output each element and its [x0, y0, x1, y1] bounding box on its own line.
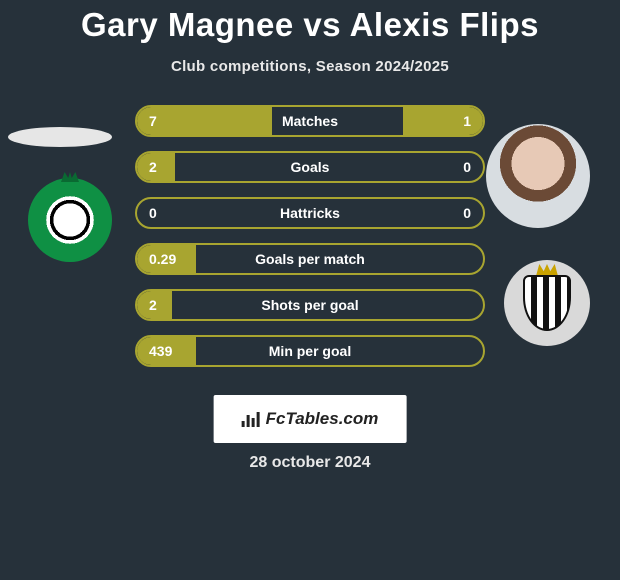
stat-metric: Min per goal	[137, 337, 483, 365]
stat-row: 0.29 Goals per match	[135, 243, 485, 275]
club-right-crest	[504, 260, 590, 346]
shield-icon	[523, 275, 571, 331]
stat-metric: Goals per match	[137, 245, 483, 273]
stat-row: 7 Matches 1	[135, 105, 485, 137]
source-label: FcTables.com	[266, 409, 379, 429]
crown-icon	[61, 172, 79, 182]
stat-row: 0 Hattricks 0	[135, 197, 485, 229]
stat-right-value: 1	[463, 107, 471, 135]
barchart-icon	[242, 412, 260, 427]
comparison-chart: 7 Matches 1 2 Goals 0 0 Hattricks 0 0.29…	[135, 105, 485, 381]
source-badge: FcTables.com	[214, 395, 407, 443]
stat-metric: Shots per goal	[137, 291, 483, 319]
player-right-avatar	[486, 124, 590, 228]
stat-row: 2 Goals 0	[135, 151, 485, 183]
stat-row: 439 Min per goal	[135, 335, 485, 367]
stat-metric: Goals	[137, 153, 483, 181]
stat-metric: Matches	[137, 107, 483, 135]
player-left-avatar	[8, 127, 112, 147]
stat-right-value: 0	[463, 199, 471, 227]
club-left-crest	[28, 178, 112, 262]
stat-metric: Hattricks	[137, 199, 483, 227]
stat-right-value: 0	[463, 153, 471, 181]
stat-row: 2 Shots per goal	[135, 289, 485, 321]
page-title: Gary Magnee vs Alexis Flips	[0, 0, 620, 44]
date-label: 28 october 2024	[0, 454, 620, 472]
subtitle: Club competitions, Season 2024/2025	[0, 58, 620, 75]
